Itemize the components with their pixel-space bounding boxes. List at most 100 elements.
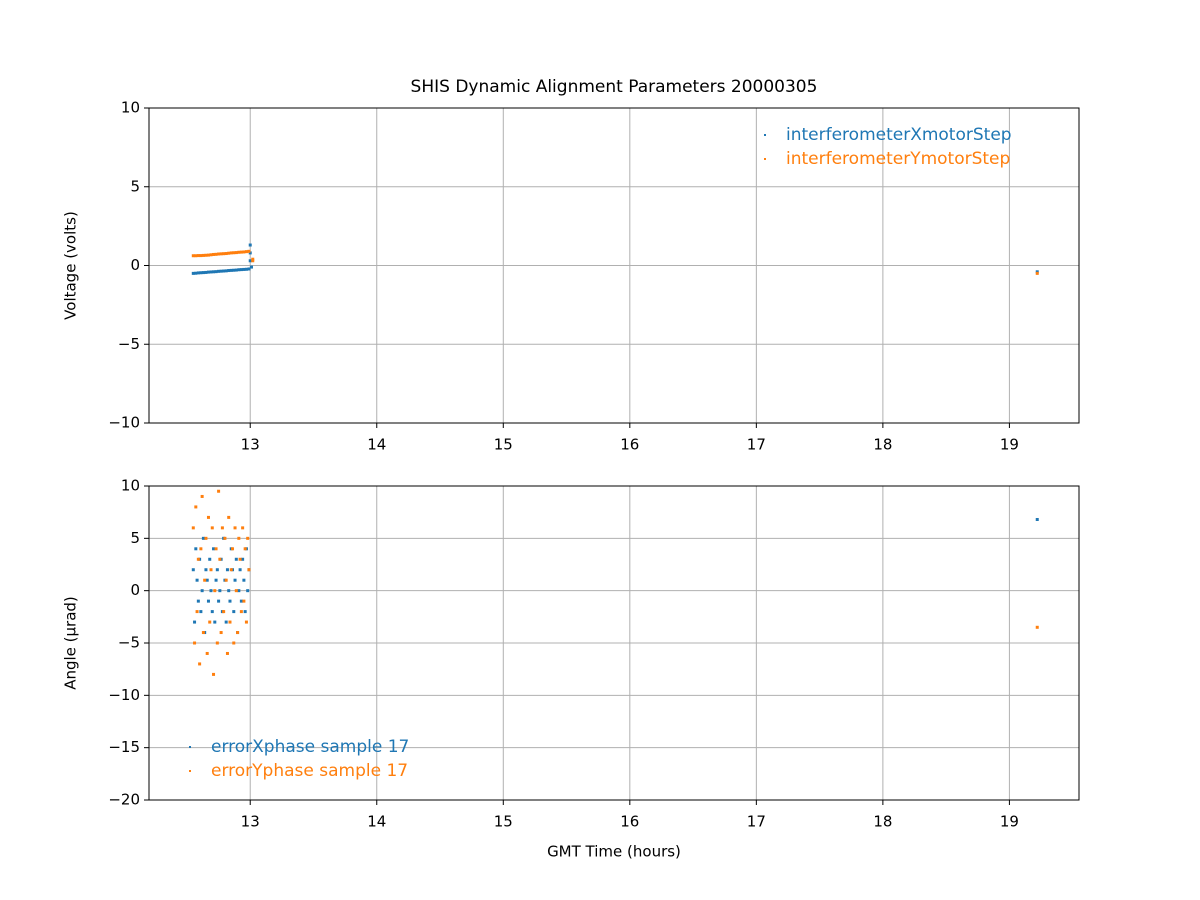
point bbox=[199, 610, 203, 614]
point bbox=[229, 251, 233, 255]
point bbox=[241, 526, 245, 530]
point bbox=[212, 672, 216, 676]
point bbox=[217, 599, 221, 603]
legend-marker bbox=[764, 158, 766, 160]
point bbox=[224, 252, 228, 256]
point bbox=[214, 547, 218, 551]
point bbox=[247, 249, 251, 253]
point bbox=[217, 252, 221, 256]
y-tick-label: −10 bbox=[108, 414, 140, 432]
point bbox=[248, 243, 252, 247]
point bbox=[194, 505, 198, 509]
point bbox=[239, 610, 243, 614]
point bbox=[246, 589, 250, 593]
point bbox=[247, 267, 251, 271]
point bbox=[195, 578, 199, 582]
point bbox=[242, 250, 246, 254]
point bbox=[1035, 517, 1039, 521]
point bbox=[248, 259, 252, 263]
point bbox=[209, 270, 213, 274]
point bbox=[193, 620, 197, 624]
point bbox=[251, 259, 255, 263]
point bbox=[224, 578, 228, 582]
point bbox=[234, 268, 238, 272]
point bbox=[242, 599, 246, 603]
point bbox=[196, 599, 200, 603]
x-tick-label: 18 bbox=[873, 813, 892, 831]
point bbox=[1035, 270, 1039, 274]
point bbox=[222, 610, 226, 614]
x-tick-label: 14 bbox=[367, 436, 386, 454]
point bbox=[244, 620, 248, 624]
point bbox=[239, 250, 243, 254]
point bbox=[223, 536, 227, 540]
x-tick-label: 17 bbox=[747, 813, 766, 831]
point bbox=[224, 269, 228, 273]
point bbox=[210, 610, 214, 614]
x-tick-label: 15 bbox=[494, 813, 513, 831]
y-tick-label: 0 bbox=[130, 256, 140, 274]
point bbox=[231, 547, 235, 551]
legend-marker bbox=[189, 746, 191, 748]
point bbox=[244, 250, 248, 254]
point bbox=[212, 547, 216, 551]
point bbox=[214, 252, 218, 256]
point bbox=[246, 536, 250, 540]
y-tick-label: 10 bbox=[121, 477, 140, 495]
point bbox=[236, 631, 240, 635]
point bbox=[209, 253, 213, 257]
point bbox=[209, 589, 213, 593]
point bbox=[193, 641, 197, 645]
point bbox=[201, 631, 205, 635]
y-tick-label: −15 bbox=[108, 738, 140, 756]
y-tick-label: −5 bbox=[118, 335, 140, 353]
point bbox=[200, 494, 204, 498]
point bbox=[196, 557, 200, 561]
point bbox=[251, 257, 255, 261]
point bbox=[206, 515, 210, 519]
point bbox=[206, 270, 210, 274]
point bbox=[194, 254, 198, 258]
point bbox=[208, 620, 212, 624]
axes-frame bbox=[148, 107, 1080, 424]
y-axis-label: Angle (μrad) bbox=[62, 596, 80, 690]
point bbox=[219, 631, 223, 635]
point bbox=[206, 253, 210, 257]
point bbox=[227, 269, 231, 273]
point bbox=[1035, 271, 1039, 275]
point bbox=[194, 271, 198, 275]
point bbox=[239, 599, 243, 603]
legend-marker bbox=[189, 770, 191, 772]
x-tick-label: 17 bbox=[747, 436, 766, 454]
point bbox=[238, 557, 242, 561]
point bbox=[233, 526, 237, 530]
point bbox=[213, 589, 217, 593]
point bbox=[244, 267, 248, 271]
point bbox=[213, 620, 217, 624]
legend-marker bbox=[764, 134, 766, 136]
legend-label: interferometerXmotorStep bbox=[786, 125, 1012, 145]
chart-title: SHIS Dynamic Alignment Parameters 200003… bbox=[411, 77, 818, 97]
legend-label: interferometerYmotorStep bbox=[786, 149, 1010, 169]
point bbox=[241, 557, 245, 561]
point bbox=[201, 536, 205, 540]
point bbox=[227, 251, 231, 255]
point bbox=[208, 557, 212, 561]
x-tick-label: 16 bbox=[620, 436, 639, 454]
point bbox=[227, 589, 231, 593]
point bbox=[239, 268, 243, 272]
point bbox=[215, 568, 219, 572]
point bbox=[218, 589, 222, 593]
point bbox=[195, 610, 199, 614]
point bbox=[201, 253, 205, 257]
point bbox=[229, 568, 233, 572]
point bbox=[232, 268, 236, 272]
point bbox=[196, 254, 200, 258]
point bbox=[210, 526, 214, 530]
axes-frame bbox=[148, 485, 1080, 801]
point bbox=[191, 526, 195, 530]
point bbox=[205, 578, 209, 582]
point bbox=[204, 270, 208, 274]
y-tick-label: 5 bbox=[130, 177, 140, 195]
point bbox=[232, 251, 236, 255]
